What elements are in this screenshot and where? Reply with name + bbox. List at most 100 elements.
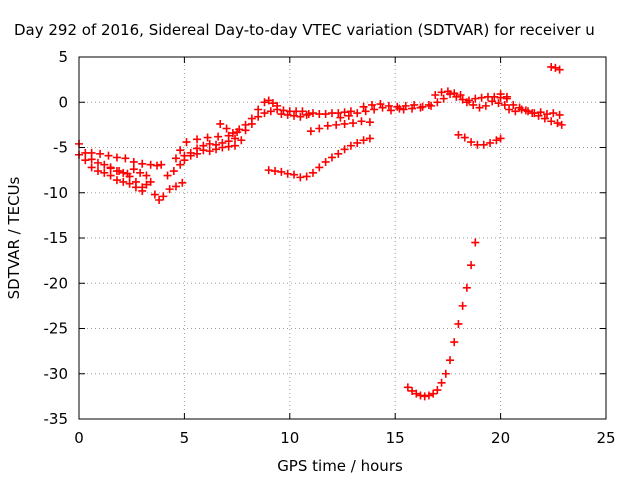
data-point [332,120,341,129]
data-point [344,111,353,120]
data-point [540,114,549,123]
x-tick-label: 25 [596,429,615,447]
x-tick-labels: 0 5 10 15 20 25 [74,429,615,447]
data-point [290,170,299,179]
data-point [349,119,358,128]
data-point [490,92,499,101]
data-point [230,134,239,143]
data-point [486,138,495,147]
data-point [296,112,305,121]
data-point [524,107,533,116]
data-point [296,173,305,182]
data-point [268,99,277,108]
data-point [454,319,463,328]
data-point [247,119,256,128]
data-point [129,165,138,174]
data-point [159,192,168,201]
data-point [557,120,566,129]
data-point [327,153,336,162]
data-point [155,195,164,204]
data-point [446,356,455,365]
data-point [218,143,227,152]
data-point [260,98,269,107]
data-point [479,140,488,149]
data-point [152,161,161,170]
data-point [193,149,202,158]
data-point [237,136,246,145]
data-point [334,149,343,158]
data-point [334,109,343,118]
data-point [365,118,374,127]
y-tick-label: 5 [58,48,68,66]
data-point [129,157,138,166]
data-point [420,392,429,401]
data-point [439,94,448,103]
data-point [131,183,140,192]
data-point [298,107,307,116]
data-point [340,108,349,117]
data-point [359,136,368,145]
data-point [308,168,317,177]
data-point [365,134,374,143]
data-point [437,88,446,97]
data-point [163,171,172,180]
data-point [408,386,417,395]
data-point [104,151,113,160]
data-point [271,167,280,176]
y-tick-labels: 5 0 -5 -10 -15 -20 -25 -30 -35 [44,48,69,428]
y-tick-label: 0 [58,93,68,111]
data-point [176,160,185,169]
data-point [500,100,509,109]
data-point [376,100,385,109]
chart-title: Day 292 of 2016, Sidereal Day-to-day VTE… [14,21,595,39]
data-point [511,107,520,116]
data-point [112,153,121,162]
data-point [125,179,134,188]
data-point [106,171,115,180]
data-point [492,136,501,145]
data-point [536,108,545,117]
data-point [547,62,556,71]
data-point [273,105,282,114]
data-point [450,338,459,347]
data-point [462,283,471,292]
data-point [260,109,269,118]
data-point [462,98,471,107]
data-point [353,138,362,147]
data-point [481,101,490,110]
grid [78,56,607,420]
data-point [254,112,263,121]
data-point [477,93,486,102]
data-point [346,141,355,150]
data-point [264,166,273,175]
data-point [399,105,408,114]
data-points [75,62,566,401]
data-point [509,100,518,109]
data-point [549,109,558,118]
data-point [416,103,425,112]
data-point [488,97,497,106]
data-point [176,146,185,155]
data-point [315,163,324,172]
data-point [100,160,109,169]
data-point [106,163,115,172]
data-point [119,168,128,177]
y-axis-label: SDTVAR / TECUs [5,176,23,299]
data-point [469,100,478,109]
y-tick-label: -15 [44,229,69,247]
y-tick-label: -10 [44,184,69,202]
data-point [496,134,505,143]
data-point [216,119,225,128]
data-point [87,148,96,157]
data-point [230,141,239,150]
data-point [302,172,311,181]
data-point [138,186,147,195]
data-point [431,91,440,100]
data-point [368,100,377,109]
data-point [277,110,286,119]
data-point [254,105,263,114]
plot-frame [78,56,607,420]
data-point [542,110,551,119]
